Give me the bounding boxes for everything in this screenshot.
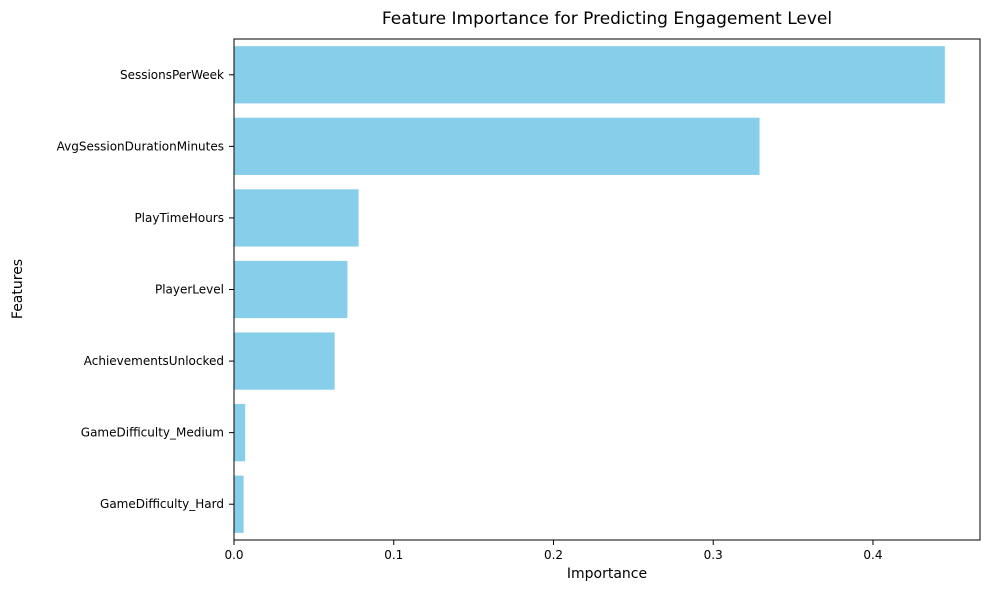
y-tick-label: PlayTimeHours [134,211,224,225]
bar-GameDifficulty_Medium [234,404,246,462]
y-tick-label: AchievementsUnlocked [84,354,224,368]
y-tick-label: AvgSessionDurationMinutes [57,139,224,153]
bars-group [234,46,945,533]
y-tick-label: PlayerLevel [155,283,224,297]
x-axis-label: Importance [567,566,647,582]
y-axis-label: Features [10,259,26,319]
x-tick-label: 0.4 [863,548,882,562]
bar-PlayerLevel [234,260,348,319]
y-tick-label: GameDifficulty_Hard [100,497,224,511]
y-axis-ticks: SessionsPerWeek AvgSessionDurationMinutes… [57,68,234,511]
bar-PlayTimeHours [234,189,359,247]
bar-AvgSessionDurationMinutes [234,117,760,175]
bar-SessionsPerWeek [234,46,945,104]
x-tick-label: 0.2 [544,548,563,562]
plot-frame [233,38,981,541]
y-tick-label: GameDifficulty_Medium [81,426,224,440]
bar-AchievementsUnlocked [234,332,335,390]
x-axis-ticks: 0.0 0.1 0.2 0.3 0.4 [224,540,883,562]
y-tick-label: SessionsPerWeek [120,68,224,82]
x-tick-label: 0.3 [704,548,723,562]
x-tick-label: 0.0 [224,548,243,562]
chart-title: Feature Importance for Predicting Engage… [382,9,832,29]
x-tick-label: 0.1 [384,548,403,562]
bar-GameDifficulty_Hard [234,475,244,533]
